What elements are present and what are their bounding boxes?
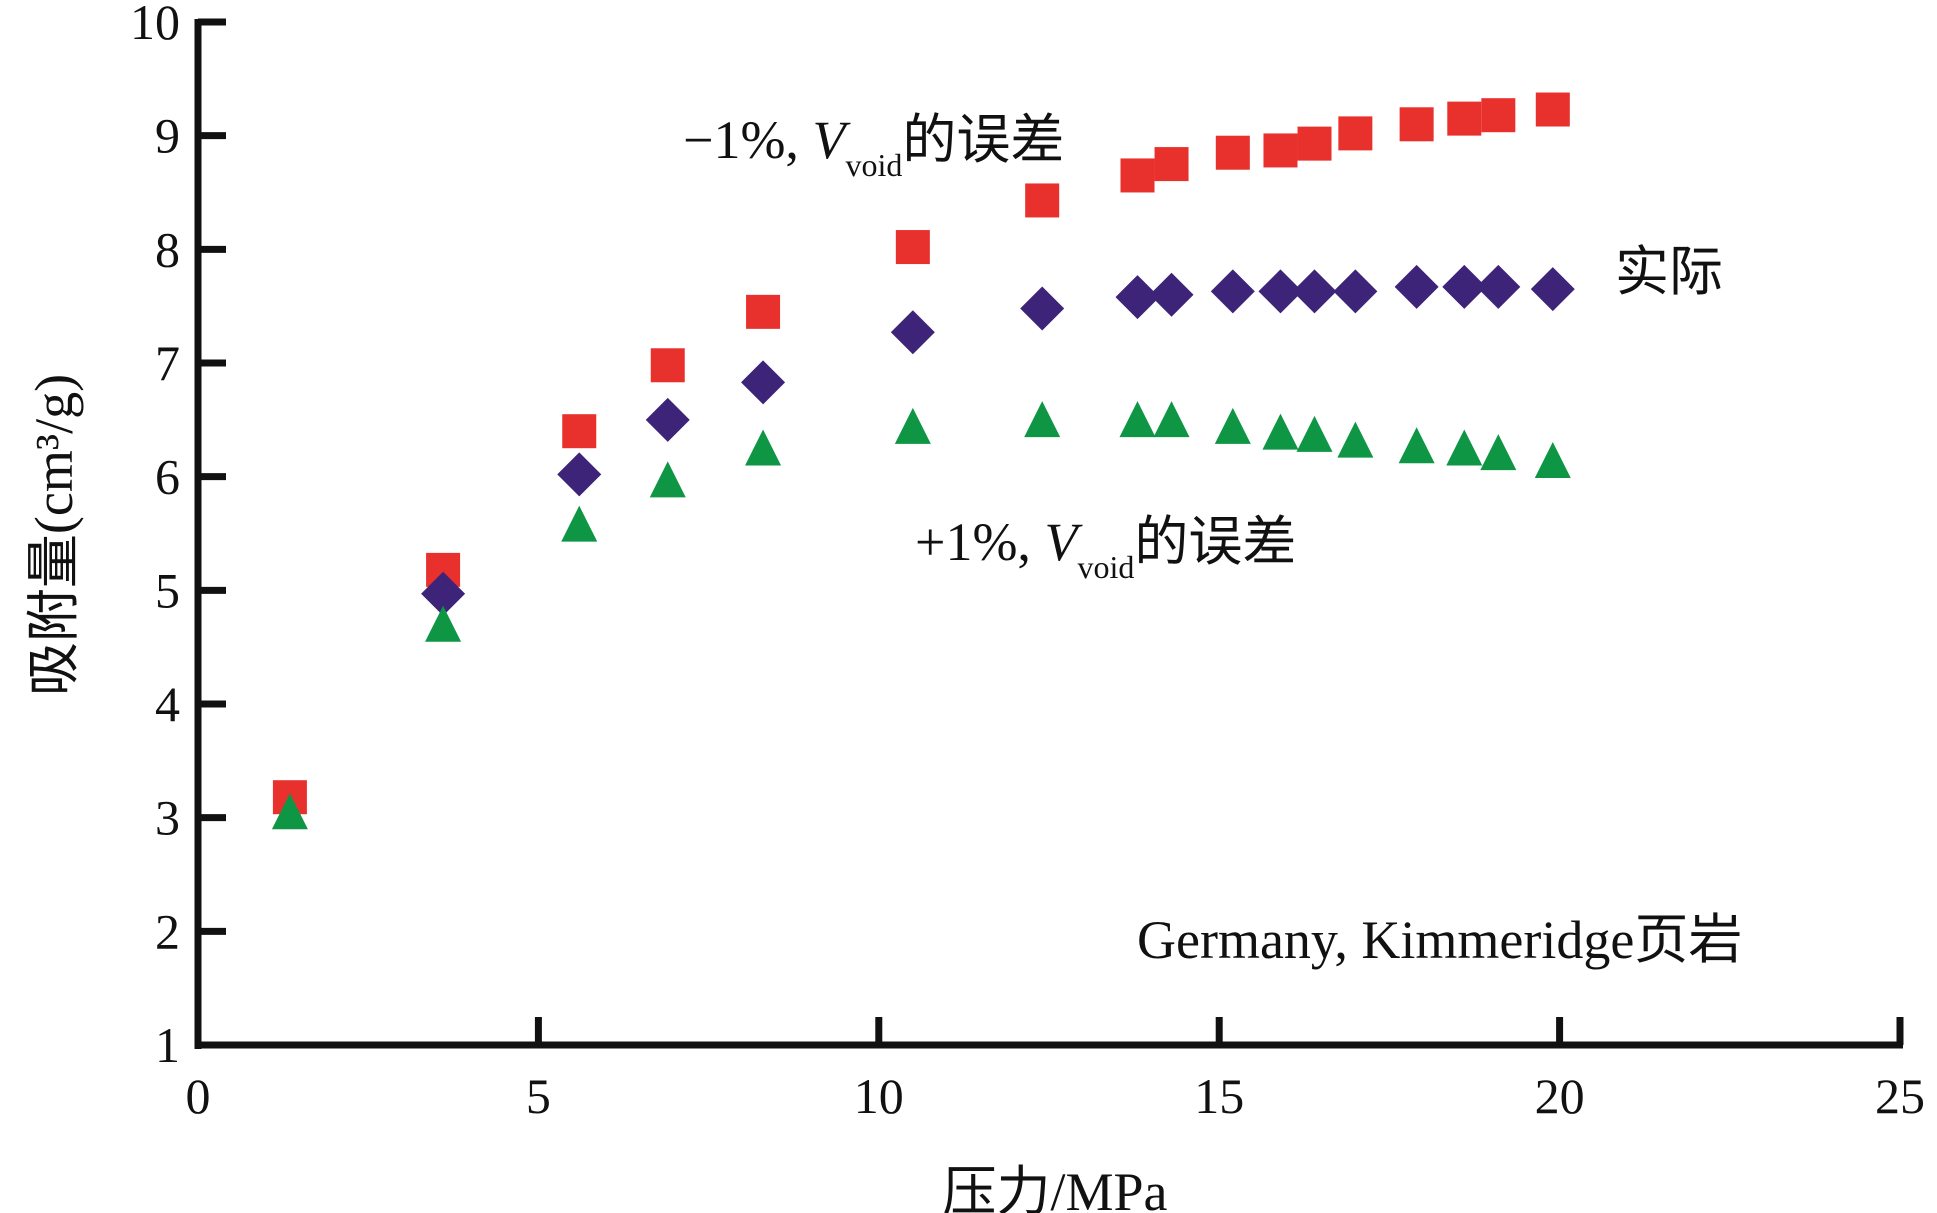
point-diamond: [1149, 272, 1194, 317]
point-square: [562, 414, 597, 449]
point-diamond: [1020, 286, 1065, 331]
point-triangle: [1337, 421, 1374, 458]
data-marks: [271, 92, 1575, 830]
point-triangle: [649, 461, 686, 498]
point-triangle: [1398, 427, 1435, 464]
y-tick-label: 8: [155, 221, 180, 277]
point-triangle: [425, 605, 462, 642]
point-diamond: [1210, 269, 1255, 314]
point-diamond: [1292, 269, 1337, 314]
point-diamond: [1394, 264, 1439, 309]
x-tick-label: 10: [854, 1068, 904, 1124]
point-square: [1535, 92, 1570, 127]
annotation-actual: 实际: [1615, 242, 1723, 302]
point-triangle: [1534, 442, 1571, 479]
x-tick-label: 0: [186, 1068, 211, 1124]
point-triangle: [561, 505, 598, 542]
y-tick-label: 1: [155, 1017, 180, 1073]
point-square: [1338, 116, 1373, 151]
point-triangle: [1153, 401, 1190, 438]
point-diamond: [741, 360, 786, 405]
y-axis-title: 吸附量(cm³/g): [24, 374, 84, 696]
point-square: [1154, 147, 1189, 182]
point-square: [1447, 101, 1482, 136]
y-ticks: 1 2 3 4 5 6 7 8 9 10: [130, 0, 226, 1073]
point-square: [746, 294, 781, 329]
y-tick-label: 3: [155, 790, 180, 846]
point-triangle: [894, 407, 931, 444]
y-tick-label: 6: [155, 449, 180, 505]
point-diamond: [645, 397, 690, 442]
point-diamond: [1333, 269, 1378, 314]
point-diamond: [421, 571, 466, 616]
point-diamond: [1442, 264, 1487, 309]
point-triangle: [1262, 413, 1299, 450]
y-tick-label: 9: [155, 108, 180, 164]
point-square: [1399, 107, 1434, 142]
x-tick-label: 5: [526, 1068, 551, 1124]
point-diamond: [1115, 275, 1160, 320]
point-triangle: [1446, 429, 1483, 466]
annotation-minus-1-percent: −1%, Vvoid的误差: [683, 110, 1064, 183]
point-square: [650, 348, 685, 383]
point-triangle: [1480, 434, 1517, 471]
point-triangle: [1214, 407, 1251, 444]
y-tick-label: 5: [155, 562, 180, 618]
x-tick-label: 25: [1875, 1068, 1925, 1124]
y-tick-label: 4: [155, 676, 180, 732]
point-diamond: [1476, 264, 1521, 309]
x-tick-label: 15: [1194, 1068, 1244, 1124]
point-square: [1481, 98, 1516, 133]
point-diamond: [1258, 269, 1303, 314]
x-axis-title: 压力/MPa: [942, 1162, 1167, 1213]
axes: [194, 19, 1903, 1049]
annotation-sample: Germany, Kimmeridge页岩: [1137, 910, 1742, 970]
point-triangle: [271, 793, 308, 830]
point-triangle: [745, 429, 782, 466]
y-tick-label: 2: [155, 903, 180, 959]
point-square: [1297, 126, 1332, 161]
point-square: [1120, 158, 1155, 193]
point-triangle: [1119, 401, 1156, 438]
point-square: [895, 230, 930, 265]
point-triangle: [1024, 401, 1061, 438]
x-tick-label: 20: [1535, 1068, 1585, 1124]
point-square: [1025, 183, 1060, 218]
point-square: [1215, 135, 1250, 170]
point-square: [1263, 133, 1298, 168]
annotation-plus-1-percent: +1%, Vvoid的误差: [915, 512, 1296, 585]
point-triangle: [1296, 415, 1333, 452]
x-ticks: 0 5 10 15 20 25: [186, 1017, 1925, 1124]
y-tick-label: 10: [130, 0, 180, 50]
point-diamond: [890, 310, 935, 355]
point-diamond: [557, 452, 602, 497]
point-diamond: [1530, 267, 1575, 312]
y-tick-label: 7: [155, 335, 180, 391]
